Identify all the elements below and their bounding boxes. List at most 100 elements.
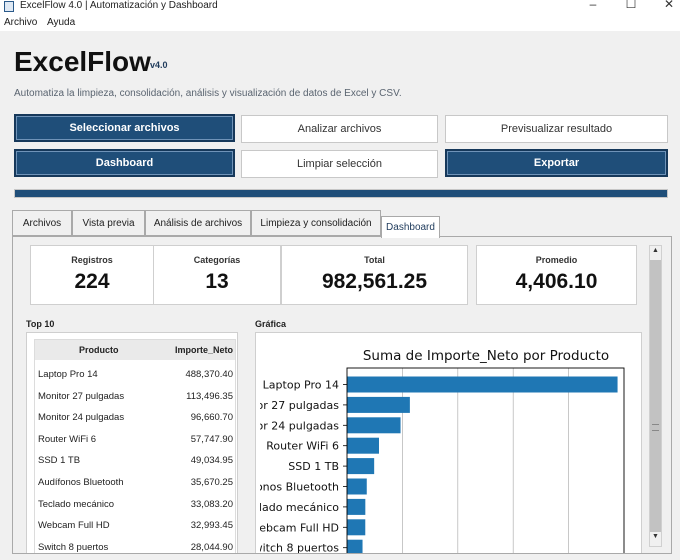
chart-bar (347, 478, 367, 495)
title-bar: ExcelFlow 4.0 | Automatización y Dashboa… (0, 0, 680, 14)
scroll-up-icon[interactable]: ▲ (652, 247, 659, 254)
stat-label: Promedio (535, 255, 578, 265)
chart-bar (347, 519, 366, 536)
column-header-importe[interactable]: Importe_Neto (174, 345, 233, 355)
cell-producto: Switch 8 puertos (38, 541, 109, 553)
vertical-scrollbar[interactable]: ▲ ▼ (649, 245, 662, 547)
window-title: ExcelFlow 4.0 | Automatización y Dashboa… (20, 0, 218, 11)
cell-producto: Monitor 27 pulgadas (38, 390, 125, 402)
cell-producto: Router WiFi 6 (38, 433, 97, 445)
column-header-producto[interactable]: Producto (79, 345, 119, 355)
tab-analisis[interactable]: Análisis de archivos (145, 210, 251, 236)
dashboard-panel: Registros 224 Categorías 13 Total 982,56… (12, 236, 672, 554)
cell-importe: 96,660.70 (190, 412, 233, 424)
stat-card-registros: Registros 224 (30, 245, 154, 305)
cell-importe: 113,496.35 (186, 390, 233, 402)
table-row[interactable]: Monitor 24 pulgadas 96,660.70 (35, 409, 235, 431)
progress-fill (15, 190, 667, 197)
chart-title: Suma de Importe_Neto por Producto (363, 348, 609, 364)
stat-card-categorias: Categorías 13 (153, 245, 281, 305)
y-tick-label: Monitor 27 pulgadas (256, 399, 339, 412)
menu-archivo[interactable]: Archivo (4, 17, 38, 28)
stat-label: Registros (71, 255, 113, 265)
axes-frame (346, 367, 625, 553)
cell-importe: 488,370.40 (185, 369, 233, 380)
y-tick-label: Router WiFi 6 (266, 440, 339, 453)
top10-table-frame: Producto Importe_Neto Laptop Pro 14 488,3… (26, 332, 238, 553)
cell-producto: Monitor 24 pulgadas (38, 412, 125, 424)
table-row[interactable]: SSD 1 TB 49,034.95 (35, 452, 235, 474)
stat-card-total: Total 982,561.25 (281, 245, 468, 305)
close-icon[interactable]: ✕ (663, 0, 675, 11)
label-clip (256, 373, 260, 553)
y-tick-label: Monitor 24 pulgadas (256, 419, 339, 432)
table-row[interactable]: Teclado mecánico 33,083.20 (35, 496, 235, 518)
grip-icon (652, 424, 659, 431)
export-button[interactable]: Exportar (445, 149, 668, 177)
cell-producto: Laptop Pro 14 (38, 369, 98, 380)
tab-vista-previa[interactable]: Vista previa (72, 210, 145, 236)
dashboard-button[interactable]: Dashboard (14, 149, 235, 177)
y-tick-label: Webcam Full HD (256, 521, 339, 534)
minimize-icon[interactable]: – (589, 0, 597, 11)
tagline: Automatiza la limpieza, consolidación, a… (14, 88, 402, 99)
tab-archivos[interactable]: Archivos (12, 210, 72, 236)
chart-frame: Suma de Importe_Neto por Producto Laptop … (255, 332, 642, 554)
chart-section-label: Gráfica (255, 319, 287, 329)
table-row[interactable]: Audífonos Bluetooth 35,670.25 (35, 474, 235, 496)
stat-value: 13 (205, 270, 229, 293)
cell-importe: 57,747.90 (190, 433, 233, 445)
chart-bar (347, 396, 410, 413)
cell-producto: SSD 1 TB (38, 455, 81, 467)
y-tick-label: Laptop Pro 14 (263, 379, 339, 392)
app-brand: ExcelFlow (14, 46, 151, 77)
analyze-files-button[interactable]: Analizar archivos (241, 115, 438, 143)
scroll-down-icon[interactable]: ▼ (652, 533, 659, 540)
cell-importe: 32,993.45 (190, 520, 233, 532)
cell-importe: 35,670.25 (190, 476, 233, 488)
y-tick-label: SSD 1 TB (288, 460, 339, 473)
bar-chart: Suma de Importe_Neto por Producto Laptop … (256, 348, 625, 554)
cell-importe: 28,044.90 (190, 541, 233, 553)
y-tick-label: Teclado mecánico (256, 501, 339, 514)
y-tick-label: Audífonos Bluetooth (256, 481, 339, 494)
tab-dashboard[interactable]: Dashboard (381, 216, 440, 238)
table-rows: Laptop Pro 14 488,370.40 Monitor 27 pulgad… (35, 366, 235, 553)
stat-value: 4,406.10 (515, 270, 598, 293)
stat-value: 982,561.25 (321, 270, 428, 293)
cell-importe: 49,034.95 (190, 455, 233, 467)
table-row[interactable]: Switch 8 puertos 28,044.90 (35, 539, 235, 553)
table-header: Producto Importe_Neto (35, 340, 235, 360)
chart-bar (347, 437, 379, 454)
menu-bar: Archivo Ayuda (0, 14, 680, 31)
cell-producto: Teclado mecánico (38, 498, 115, 510)
chart-bar (347, 376, 618, 393)
maximize-icon[interactable]: ☐ (625, 0, 637, 11)
chart-bar (347, 458, 375, 475)
clear-selection-button[interactable]: Limpiar selección (241, 150, 438, 178)
stat-value: 224 (74, 270, 110, 293)
select-files-button[interactable]: Seleccionar archivos (14, 114, 235, 142)
chart-bar (347, 498, 366, 515)
menu-ayuda[interactable]: Ayuda (47, 17, 76, 28)
app-icon (4, 1, 14, 12)
y-tick-label: Switch 8 puertos (256, 542, 339, 554)
tab-limpieza[interactable]: Limpieza y consolidación (251, 210, 381, 236)
cell-importe: 33,083.20 (190, 498, 233, 510)
stat-label: Total (364, 255, 385, 265)
table-row[interactable]: Router WiFi 6 57,747.90 (35, 431, 235, 453)
preview-result-button[interactable]: Previsualizar resultado (445, 115, 668, 143)
cell-producto: Audífonos Bluetooth (38, 476, 124, 488)
chart-bar (347, 539, 363, 553)
scroll-thumb[interactable] (650, 260, 661, 532)
top10-table[interactable]: Producto Importe_Neto Laptop Pro 14 488,3… (34, 339, 236, 553)
stat-card-promedio: Promedio 4,406.10 (476, 245, 637, 305)
top10-section-label: Top 10 (26, 319, 55, 329)
cell-producto: Webcam Full HD (38, 520, 110, 532)
chart-bar (347, 417, 401, 434)
table-row[interactable]: Laptop Pro 14 488,370.40 (35, 366, 235, 388)
version-label: v4.0 (150, 60, 168, 70)
table-row[interactable]: Webcam Full HD 32,993.45 (35, 517, 235, 539)
progress-bar (14, 189, 668, 198)
table-row[interactable]: Monitor 27 pulgadas 113,496.35 (35, 388, 235, 410)
